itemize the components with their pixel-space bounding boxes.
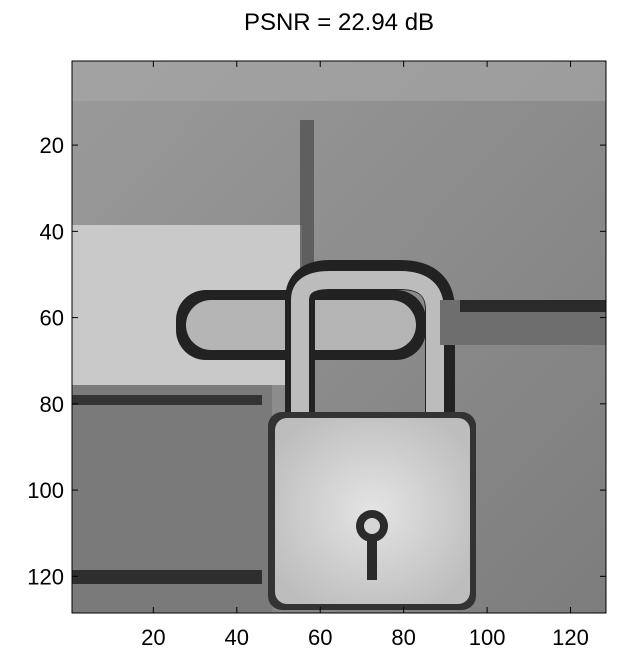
y-tick-label: 20 [40, 133, 64, 158]
chart-title: PSNR = 22.94 dB [244, 9, 434, 36]
x-tick-label: 60 [308, 625, 332, 650]
x-tick-label: 40 [225, 625, 249, 650]
y-tick-label: 80 [40, 392, 64, 417]
y-tick-label: 60 [40, 306, 64, 331]
y-tick-label: 40 [40, 219, 64, 244]
y-tick-label: 100 [27, 478, 64, 503]
y-tick-label: 120 [27, 564, 64, 589]
x-tick-label: 20 [141, 625, 165, 650]
x-tick-label: 120 [552, 625, 589, 650]
x-tick-label: 100 [469, 625, 506, 650]
x-tick-label: 80 [391, 625, 415, 650]
chart: PSNR = 22.94 dB 20 40 60 80 100 120 20 40 60 80 10… [0, 0, 618, 650]
image [72, 61, 606, 615]
